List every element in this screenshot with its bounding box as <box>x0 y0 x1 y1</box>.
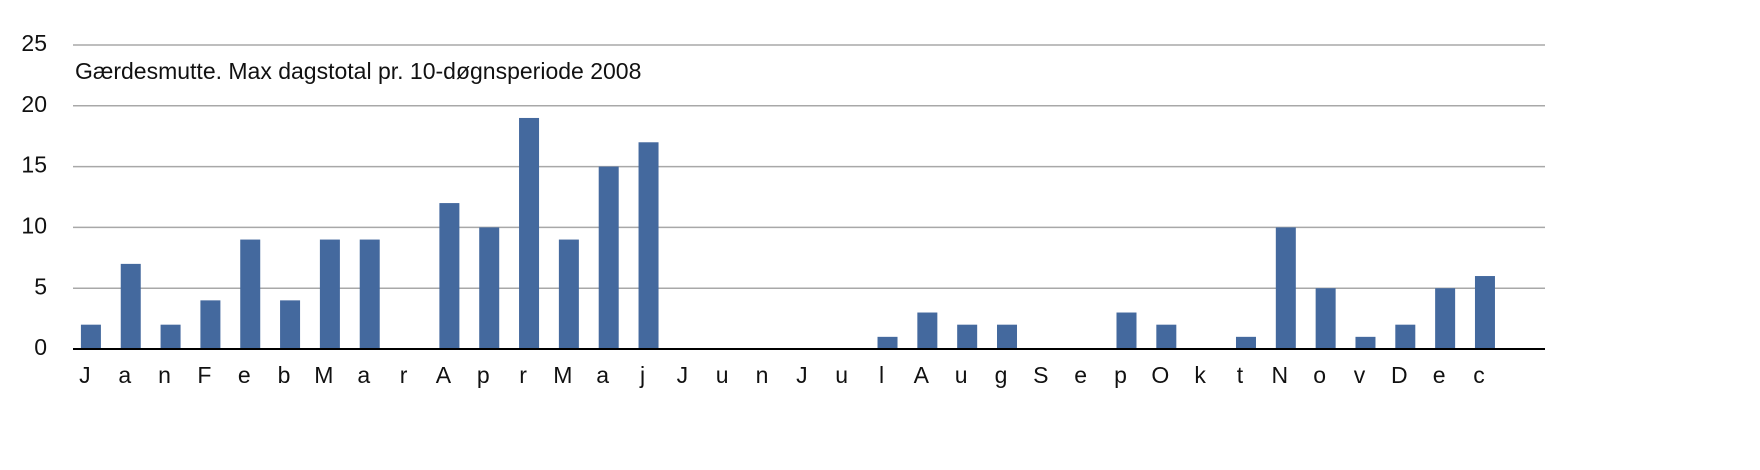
x-tick-label: D <box>1391 362 1408 388</box>
bar <box>479 227 500 349</box>
x-tick-label: N <box>1272 362 1289 388</box>
bar <box>558 239 579 349</box>
bar <box>997 324 1018 349</box>
bar <box>280 300 301 349</box>
x-tick-label: O <box>1151 362 1169 388</box>
bar <box>120 263 141 349</box>
x-tick-label: k <box>1194 362 1206 388</box>
x-tick-label: r <box>519 362 527 388</box>
bar <box>1275 227 1296 349</box>
bar <box>319 239 340 349</box>
x-tick-label: a <box>596 362 609 388</box>
x-tick-label: A <box>914 362 930 388</box>
bar <box>1235 336 1256 349</box>
x-tick-label: u <box>716 362 729 388</box>
bar <box>957 324 978 349</box>
x-tick-label: t <box>1237 362 1244 388</box>
bar <box>1355 336 1376 349</box>
bar <box>519 117 540 350</box>
x-tick-label: J <box>796 362 808 388</box>
x-tick-label: n <box>756 362 769 388</box>
x-tick-label: j <box>639 362 645 388</box>
bar <box>1395 324 1416 349</box>
bar <box>240 239 261 349</box>
bar <box>917 312 938 349</box>
x-tick-label: e <box>1074 362 1087 388</box>
x-tick-label: r <box>400 362 408 388</box>
x-tick-label: e <box>238 362 251 388</box>
x-tick-label: A <box>436 362 452 388</box>
bar <box>638 142 659 349</box>
y-tick-label: 5 <box>34 273 47 299</box>
y-tick-label: 0 <box>34 334 47 360</box>
y-tick-label: 10 <box>21 212 47 238</box>
y-tick-label: 15 <box>21 152 47 178</box>
bar <box>200 300 221 349</box>
x-tick-label: p <box>1114 362 1127 388</box>
bar <box>1435 288 1456 349</box>
x-tick-label: M <box>314 362 333 388</box>
x-tick-label: b <box>278 362 291 388</box>
x-tick-label: F <box>197 362 211 388</box>
x-tick-label: n <box>158 362 171 388</box>
x-tick-label: o <box>1313 362 1326 388</box>
x-tick-label: J <box>677 362 689 388</box>
y-tick-label: 20 <box>21 91 47 117</box>
x-tick-label: e <box>1433 362 1446 388</box>
x-tick-label: p <box>477 362 490 388</box>
chart-title: Gærdesmutte. Max dagstotal pr. 10-døgnsp… <box>75 58 641 84</box>
x-tick-label: M <box>553 362 572 388</box>
x-tick-label: S <box>1033 362 1048 388</box>
x-tick-label: J <box>79 362 91 388</box>
x-tick-label: v <box>1354 362 1366 388</box>
x-tick-label: u <box>835 362 848 388</box>
bar <box>80 324 101 349</box>
bar <box>1116 312 1137 349</box>
bar <box>1156 324 1177 349</box>
y-tick-label: 25 <box>21 30 47 56</box>
bar <box>598 166 619 349</box>
x-tick-label: g <box>995 362 1008 388</box>
x-tick-label: a <box>357 362 370 388</box>
bar <box>1315 288 1336 349</box>
x-tick-label: u <box>955 362 968 388</box>
x-tick-label: c <box>1473 362 1485 388</box>
bar <box>1474 276 1495 349</box>
bar <box>359 239 380 349</box>
x-tick-label: l <box>879 362 884 388</box>
bar <box>160 324 181 349</box>
x-tick-label: a <box>118 362 131 388</box>
bar <box>877 336 898 349</box>
bar <box>439 203 460 349</box>
